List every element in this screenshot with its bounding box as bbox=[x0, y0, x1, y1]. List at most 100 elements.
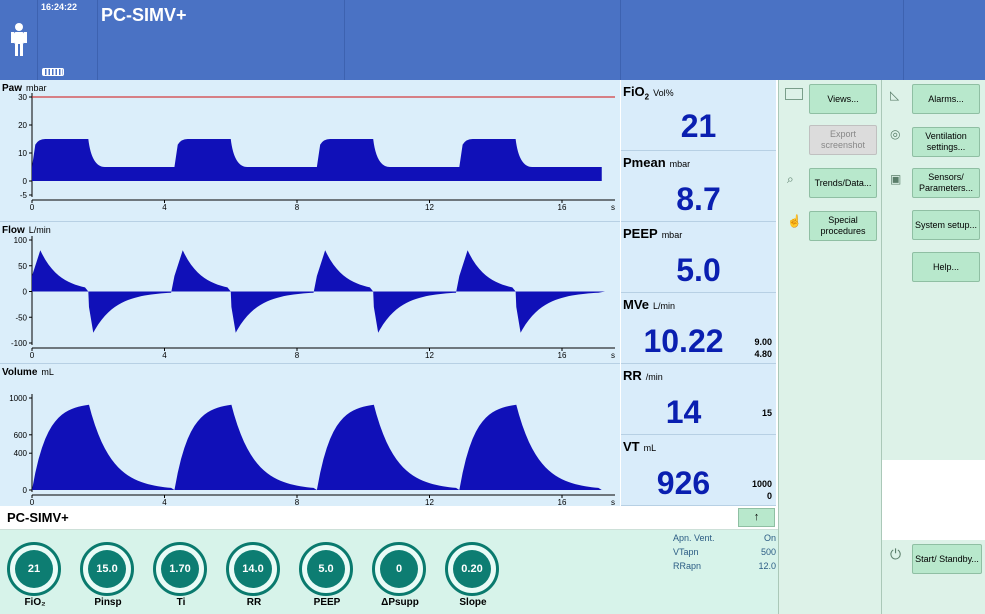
apnea-value: On bbox=[763, 533, 776, 543]
settings-panel: PC-SIMV+ ↑ Apn. Vent. On VTapn 500 RRapn 12.0… bbox=[0, 506, 778, 614]
param-name: MVe bbox=[623, 297, 650, 312]
paw-waveform-panel: Paw mbar 30 20 10 0 -5 0 4 8 12 16 s bbox=[0, 80, 620, 222]
volume-waveform-panel: Volume mL 1000 600 400 0 0 4 8 12 16 s bbox=[0, 364, 620, 506]
x-tick-label: 0 bbox=[30, 351, 35, 360]
x-tick-label: 8 bbox=[295, 351, 300, 360]
x-tick-label: s bbox=[611, 498, 615, 506]
paw-unit: mbar bbox=[26, 83, 47, 93]
knob-1[interactable]: 15.0 Pinsp bbox=[78, 540, 138, 608]
param-unit: mbar bbox=[669, 159, 691, 169]
knob-4[interactable]: 5.0 PEEP bbox=[297, 540, 357, 608]
flow-waveform bbox=[32, 250, 606, 333]
status-cell bbox=[38, 0, 98, 80]
knob-label: PEEP bbox=[313, 597, 341, 608]
x-tick-label: 16 bbox=[558, 203, 567, 212]
special-procedures-button[interactable]: Special procedures bbox=[809, 211, 877, 241]
knob-value: 0.20 bbox=[453, 550, 491, 588]
knob-5[interactable]: 0 ΔPsupp bbox=[370, 540, 430, 608]
knob-value: 21 bbox=[15, 550, 53, 588]
views-button[interactable]: Views... bbox=[809, 84, 877, 114]
param-name: VT bbox=[623, 439, 640, 454]
x-tick-label: 16 bbox=[558, 498, 567, 506]
x-tick-label: 8 bbox=[295, 203, 300, 212]
knob-label: RR bbox=[246, 597, 262, 608]
mode-bar: PC-SIMV+ ↑ bbox=[0, 506, 778, 530]
patient-cell[interactable] bbox=[0, 0, 38, 80]
flow-unit: L/min bbox=[28, 225, 51, 235]
y-tick-label: -5 bbox=[20, 191, 28, 200]
param-low-limit: 4.80 bbox=[754, 349, 772, 359]
clock-time: 16:24:22 bbox=[41, 2, 78, 12]
apnea-label: RRapn bbox=[673, 561, 702, 571]
param-value: 5.0 bbox=[676, 252, 721, 288]
x-tick-label: s bbox=[611, 203, 615, 212]
knob-value: 5.0 bbox=[307, 550, 345, 588]
param-name: FiO bbox=[623, 84, 645, 99]
sensors-parameters-button[interactable]: Sensors/ Parameters... bbox=[912, 168, 980, 198]
expand-arrow-button[interactable]: ↑ bbox=[738, 508, 775, 527]
start-standby-button[interactable]: Start/ Standby... bbox=[912, 544, 982, 574]
button-column-right: ◺ Alarms... ◎ Ventilation settings... ▣ … bbox=[881, 80, 985, 614]
volume-unit: mL bbox=[41, 367, 54, 377]
param-fio: FiO2 Vol% 21 bbox=[621, 80, 776, 151]
y-tick-label: 400 bbox=[14, 449, 28, 458]
apnea-label: VTapn bbox=[673, 547, 699, 557]
knob-label: ΔPsupp bbox=[381, 597, 419, 608]
y-tick-label: 600 bbox=[14, 431, 28, 440]
y-tick-label: -100 bbox=[11, 339, 28, 348]
apnea-value: 500 bbox=[760, 547, 776, 557]
y-tick-label: -50 bbox=[15, 313, 27, 322]
x-tick-label: s bbox=[611, 351, 615, 360]
paw-waveform bbox=[32, 139, 602, 181]
param-high-limit: 15 bbox=[761, 408, 772, 418]
x-tick-label: 4 bbox=[162, 351, 167, 360]
knob-6[interactable]: 0.20 Slope bbox=[443, 540, 503, 608]
x-tick-label: 0 bbox=[30, 498, 35, 506]
alarms-button[interactable]: Alarms... bbox=[912, 84, 980, 114]
knob-label: Slope bbox=[459, 597, 487, 608]
x-tick-label: 16 bbox=[558, 351, 567, 360]
x-tick-label: 12 bbox=[425, 498, 434, 506]
knob-3[interactable]: 14.0 RR bbox=[224, 540, 284, 608]
help-button[interactable]: Help... bbox=[912, 252, 980, 282]
ventilation-mode-title: PC-SIMV+ bbox=[101, 5, 187, 25]
empty-area bbox=[882, 460, 985, 540]
flow-waveform-panel: Flow L/min 100 50 0 -50 -100 0 4 8 12 16 s bbox=[0, 222, 620, 364]
param-value: 8.7 bbox=[676, 181, 721, 217]
mode-cell bbox=[98, 0, 345, 80]
button-column-left: Views... Export screenshot ⌕ Trends/Data… bbox=[778, 80, 881, 614]
trends-data-button[interactable]: Trends/Data... bbox=[809, 168, 877, 198]
param-name: PEEP bbox=[623, 226, 658, 241]
knob-2[interactable]: 1.70 Ti bbox=[151, 540, 211, 608]
y-tick-label: 20 bbox=[18, 121, 27, 130]
x-tick-label: 4 bbox=[162, 498, 167, 506]
param-high-limit: 9.00 bbox=[754, 337, 772, 347]
message-cell-3 bbox=[904, 0, 985, 80]
param-rr: RR/min 14 15 bbox=[621, 364, 776, 435]
system-setup-button[interactable]: System setup... bbox=[912, 210, 980, 240]
param-high-limit: 1000 bbox=[751, 479, 772, 489]
param-unit: mL bbox=[643, 443, 657, 453]
param-low-limit: 0 bbox=[766, 491, 772, 501]
ventilation-settings-button[interactable]: Ventilation settings... bbox=[912, 127, 980, 157]
volume-waveform bbox=[32, 404, 602, 490]
knob-label: Pinsp bbox=[94, 597, 122, 608]
knob-label: FiO₂ bbox=[24, 597, 46, 608]
volume-label: Volume bbox=[2, 367, 38, 378]
power-icon: ⏻ bbox=[890, 546, 902, 562]
param-value: 14 bbox=[665, 394, 702, 430]
export-screenshot-button[interactable]: Export screenshot bbox=[809, 125, 877, 155]
param-value: 10.22 bbox=[643, 323, 724, 359]
param-mve: MVe L/min 10.22 9.00 4.80 bbox=[621, 293, 776, 364]
sensors-icon: ▣ bbox=[890, 172, 902, 186]
person-icon bbox=[11, 23, 27, 56]
x-tick-label: 8 bbox=[295, 498, 300, 506]
active-mode-label: PC-SIMV+ bbox=[7, 510, 69, 525]
message-cell-2 bbox=[621, 0, 904, 80]
param-unit: L/min bbox=[653, 301, 676, 311]
x-tick-label: 12 bbox=[425, 203, 434, 212]
knob-0[interactable]: 21 FiO₂ bbox=[5, 540, 65, 608]
header-bar: 16:24:22 PC-SIMV+ bbox=[0, 0, 985, 80]
